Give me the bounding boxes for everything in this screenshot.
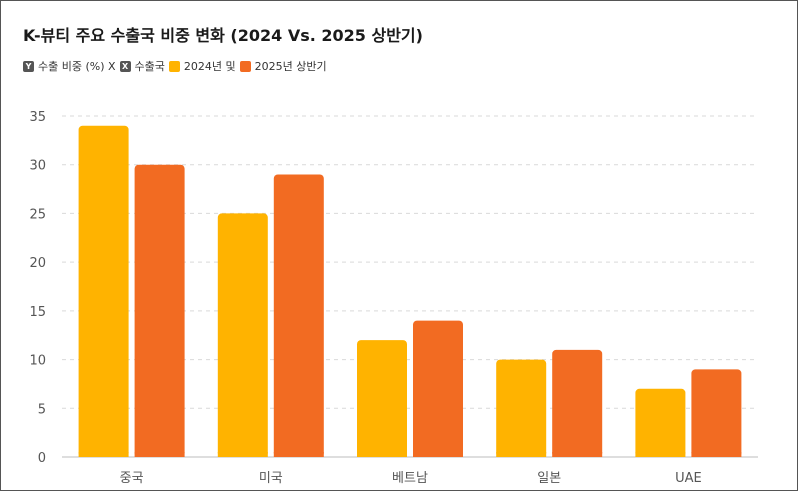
bar-series-1 — [357, 340, 407, 457]
x-category-label: UAE — [675, 471, 702, 486]
legend-x-label: 수출국 — [134, 60, 165, 73]
legend-series-1-label: 2024년 및 — [183, 60, 236, 73]
y-tick-label: 15 — [29, 305, 46, 320]
bar-series-1-base — [635, 452, 686, 457]
bar-series-1-base — [78, 452, 129, 457]
legend-y-key: Y — [23, 60, 34, 72]
bar-series-1-base — [357, 452, 407, 457]
legend-y-label: 수출 비중 (%) X — [38, 60, 116, 73]
bar-series-1-base — [217, 452, 268, 457]
bar-series-1 — [78, 125, 129, 457]
legend-swatch-series-2 — [239, 60, 251, 72]
y-tick-label: 5 — [38, 402, 46, 417]
y-tick-label: 20 — [29, 256, 46, 271]
y-tick-label: 30 — [29, 159, 46, 174]
x-category-label: 미국 — [259, 471, 283, 486]
bar-series-2 — [273, 174, 324, 457]
bar-series-2 — [134, 164, 185, 457]
bar-series-2-base — [273, 452, 324, 457]
bar-series-2-base — [552, 452, 603, 457]
y-tick-label: 25 — [29, 207, 46, 222]
x-category-label: 중국 — [120, 471, 144, 486]
bar-series-2-base — [134, 452, 185, 457]
x-category-label: 일본 — [537, 471, 561, 486]
bar-series-2-base — [413, 452, 463, 457]
chart-title: K-뷰티 주요 수출국 비중 변화 (2024 Vs. 2025 상반기) — [23, 26, 423, 45]
y-tick-label: 0 — [38, 451, 46, 466]
y-tick-label: 10 — [29, 354, 46, 369]
bar-series-2 — [552, 349, 603, 457]
x-category-label: 베트남 — [392, 471, 428, 486]
bar-series-1-base — [496, 452, 547, 457]
legend-x-key: X — [119, 60, 131, 72]
legend-series-2-label: 2025년 상반기 — [254, 60, 327, 73]
bar-series-2 — [413, 320, 463, 457]
legend-swatch-series-1 — [168, 60, 180, 72]
y-tick-label: 35 — [29, 110, 46, 125]
bar-series-2 — [691, 369, 742, 457]
bar-series-1 — [217, 213, 268, 457]
bar-series-2-base — [691, 452, 742, 457]
bar-series-1 — [496, 359, 547, 457]
bar-series-1 — [635, 388, 686, 457]
chart-legend: Y 수출 비중 (%) X X 수출국 2024년 및 2025년 상반기 — [23, 58, 327, 74]
